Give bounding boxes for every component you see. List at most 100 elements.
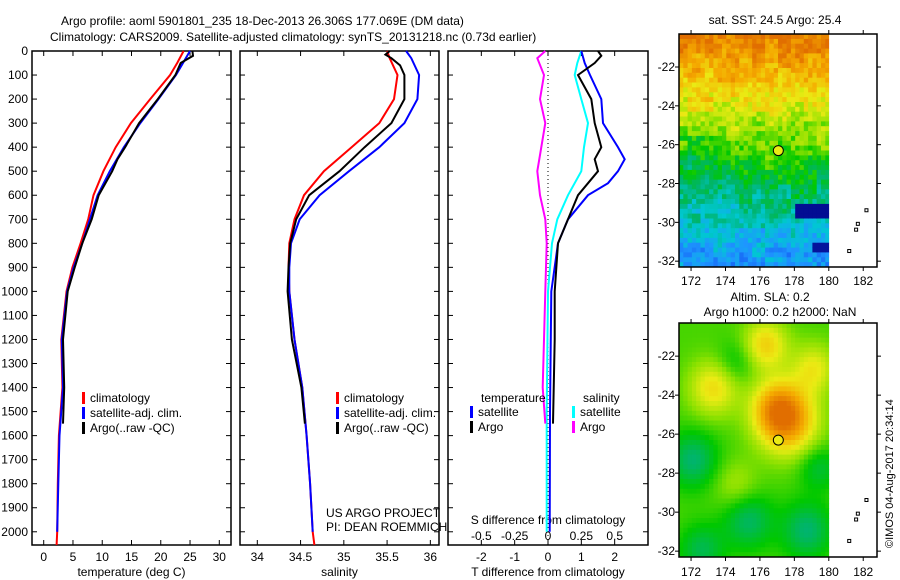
map-cell: [825, 532, 830, 538]
map-cell: [756, 102, 762, 108]
map-cell: [739, 396, 744, 402]
map-cell: [773, 464, 779, 470]
map-cell: [773, 488, 779, 495]
map-cell: [730, 203, 736, 210]
map-cell: [821, 82, 826, 88]
map-cell: [679, 469, 684, 475]
map-cell: [747, 63, 753, 69]
map-cell: [691, 38, 697, 45]
map-cell: [756, 150, 762, 156]
map-cell: [747, 165, 753, 171]
pi-credit: PI: DEAN ROEMMICH: [326, 520, 447, 534]
map-cell: [713, 440, 719, 446]
map-cell: [765, 469, 770, 475]
map-cell: [782, 386, 787, 392]
map-cell: [786, 131, 792, 137]
map-cell: [730, 410, 736, 417]
map-cell: [743, 537, 749, 543]
map-cell: [747, 58, 753, 64]
map-cell: [773, 401, 779, 407]
lon-tick-label: 174: [715, 565, 735, 579]
map-cell: [812, 425, 818, 431]
map-cell: [816, 503, 822, 509]
map-cell: [795, 184, 800, 190]
map-cell: [747, 242, 753, 248]
map-cell: [799, 208, 805, 215]
map-cell: [812, 116, 818, 122]
map-cell: [765, 347, 770, 353]
map-cell: [825, 518, 830, 524]
map-cell: [786, 396, 792, 402]
map-cell: [726, 199, 731, 205]
map-cell: [790, 97, 796, 103]
map-cell: [825, 327, 830, 334]
map-cell: [756, 63, 762, 69]
map-cell: [730, 493, 736, 499]
map-cell: [691, 357, 697, 363]
map-cell: [679, 87, 684, 93]
map-cell: [704, 189, 710, 195]
map-cell: [679, 150, 684, 156]
map-cell: [739, 498, 744, 504]
map-cell: [765, 522, 770, 529]
map-cell: [816, 513, 822, 519]
map-cell: [722, 58, 727, 64]
map-cell: [765, 140, 770, 147]
map-cell: [726, 34, 731, 40]
map-cell: [679, 82, 684, 88]
map-cell: [760, 371, 766, 378]
lat-tick-label: -28: [658, 177, 676, 191]
map-cell: [679, 126, 684, 132]
map-cell: [760, 43, 766, 49]
map-cell: [778, 87, 783, 93]
lat-tick-label: -24: [658, 99, 676, 113]
map-cell: [760, 140, 766, 147]
map-cell: [700, 208, 706, 215]
map-cell: [821, 189, 826, 195]
map-cell: [713, 242, 719, 248]
map-cell: [691, 537, 697, 543]
map-cell: [704, 362, 710, 368]
map-cell: [743, 386, 749, 392]
map-cell: [825, 537, 830, 543]
map-cell: [739, 323, 744, 329]
map-cell: [812, 483, 818, 490]
map-cell: [683, 111, 688, 117]
map-cell: [717, 469, 723, 475]
map-cell: [790, 63, 796, 69]
map-cell: [735, 381, 740, 387]
map-cell: [769, 444, 775, 451]
map-cell: [765, 77, 770, 83]
map-cell: [722, 199, 727, 205]
map-cell: [713, 179, 719, 185]
map-cell: [778, 160, 783, 166]
map-cell: [773, 391, 779, 397]
map-cell: [769, 366, 775, 373]
map-cell: [722, 257, 727, 263]
legend-label: Argo(..raw -QC): [90, 421, 175, 435]
map-cell: [778, 111, 783, 117]
map-cell: [799, 332, 805, 339]
map-cell: [747, 376, 753, 382]
map-cell: [730, 184, 736, 190]
map-cell: [735, 38, 740, 45]
map-cell: [687, 169, 693, 176]
map-cell: [691, 106, 697, 113]
map-cell: [778, 449, 783, 456]
map-cell: [704, 58, 710, 64]
map-cell: [700, 63, 706, 69]
map-cell: [786, 508, 792, 514]
map-cell: [683, 194, 688, 200]
map-cell: [795, 493, 800, 499]
map-cell: [803, 189, 809, 195]
map-cell: [812, 82, 818, 88]
map-cell: [765, 342, 770, 348]
map-cell: [782, 218, 787, 224]
map-cell: [722, 552, 727, 558]
map-cell: [786, 38, 792, 45]
map-cell: [717, 102, 723, 108]
map-cell: [808, 77, 813, 83]
map-cell: [747, 415, 753, 421]
map-cell: [696, 532, 701, 538]
map-cell: [683, 97, 688, 103]
